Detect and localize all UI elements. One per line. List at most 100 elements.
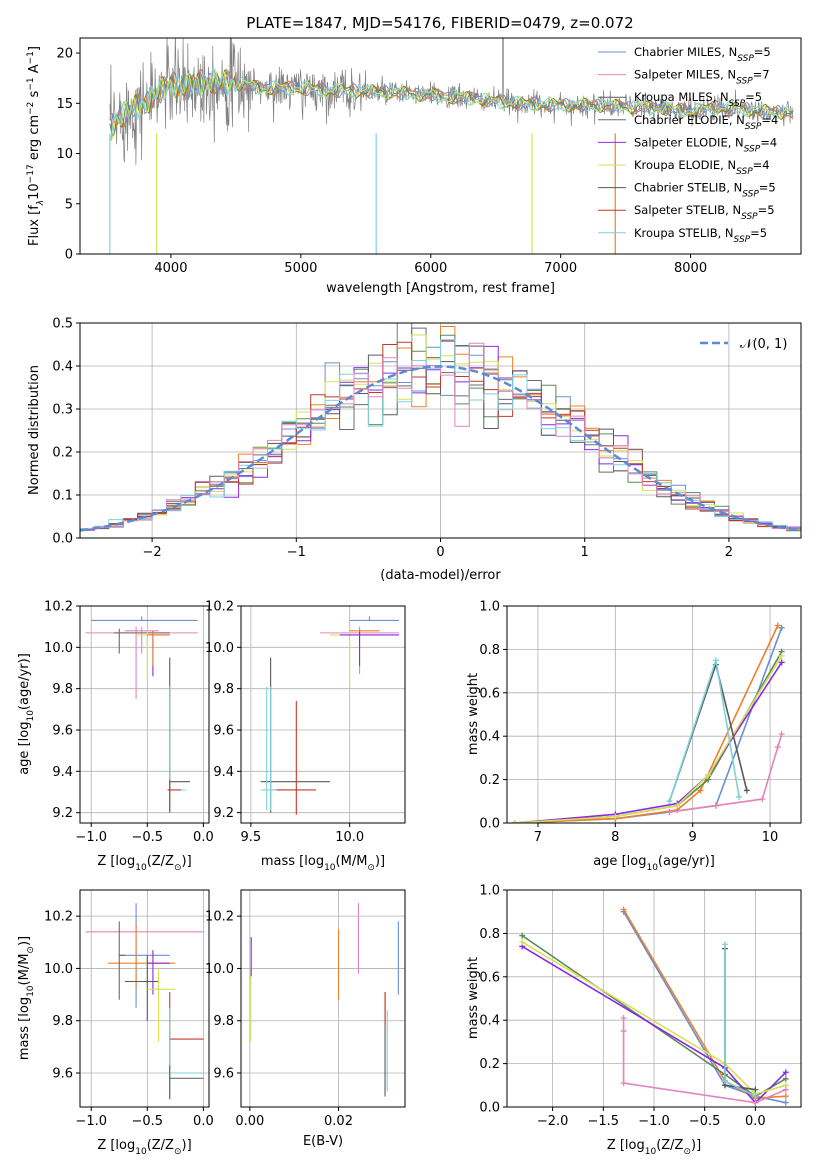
mass-weight-age-marker <box>511 820 518 823</box>
mass-weight-vs-age-panel: 7 8 9 10 0.0 0.2 0.4 0.6 0.8 1.0 age [log10(age/yr… <box>466 600 802 873</box>
mass-weight-age-line <box>514 661 783 823</box>
y-tick-label: 0.2 <box>479 773 500 788</box>
y-tick-label: 9.8 <box>213 1014 234 1029</box>
x-tick-label: −1.0 <box>75 1114 107 1129</box>
mass-weight-age-line <box>514 655 783 823</box>
mass-weight-age-marker <box>743 787 750 794</box>
x-tick-label: −1 <box>287 545 306 560</box>
y-tick-label: 10.0 <box>205 641 234 656</box>
mass-weight-z-marker <box>782 1069 789 1076</box>
mass-weight-age-marker <box>612 813 619 820</box>
plot-area <box>85 903 204 1100</box>
y-tick-label: 9.4 <box>213 765 234 780</box>
y-tick-label: 0.8 <box>479 927 500 942</box>
mass-weight-age-marker <box>712 802 719 809</box>
x-tick-label: 5000 <box>284 261 317 276</box>
axes-frame <box>240 889 406 1108</box>
y-tick-label: 0.4 <box>52 360 73 375</box>
y-tick-label: 0.0 <box>52 532 73 547</box>
legend-label: Chabrier MILES, NSSP=5 <box>634 45 771 64</box>
y-tick-label: 0 <box>65 248 73 263</box>
x-tick-label: −1.0 <box>638 1114 670 1129</box>
plot-area <box>519 906 789 1106</box>
mass-weight-z-marker <box>752 1086 759 1093</box>
spectrum-model-line <box>109 69 794 141</box>
normal-curve <box>80 365 801 532</box>
y-tick-label: 0.2 <box>52 446 73 461</box>
x-tick-label: 4000 <box>154 261 187 276</box>
mass-weight-age-marker <box>778 652 785 659</box>
y-tick-label: 9.2 <box>52 806 73 821</box>
x-tick-label: 2 <box>725 545 733 560</box>
y-tick-label: 9.6 <box>52 1067 73 1082</box>
x-tick-label: 9.5 <box>241 830 262 845</box>
age-vs-mass-panel: 9.5 10.0 9.2 9.4 9.6 9.8 10.0 10.2 mass [log10(M… <box>205 600 406 873</box>
y-tick-label: 1.0 <box>479 600 500 615</box>
mass-weight-age-marker <box>666 798 673 805</box>
y-tick-label: 0.0 <box>479 817 500 832</box>
mass-weight-age-marker <box>697 787 704 794</box>
x-tick-label: 10 <box>762 830 779 845</box>
y-tick-label: 5 <box>65 197 73 212</box>
x-tick-label: −0.5 <box>689 1114 721 1129</box>
mass-weight-z-marker <box>620 1028 627 1035</box>
y-axis-label: mass weight <box>466 673 481 755</box>
y-axis-label: Flux [fλ10−17 erg cm−2 s−1 A−1] <box>26 46 46 246</box>
x-tick-label: 8000 <box>674 261 707 276</box>
legend-label: Chabrier STELIB, NSSP=5 <box>634 181 776 200</box>
y-tick-label: 9.6 <box>213 1067 234 1082</box>
mass-weight-z-line <box>622 911 786 1104</box>
y-tick-label: 9.6 <box>213 724 234 739</box>
x-axis-label: wavelength [Angstrom, rest frame] <box>326 281 555 296</box>
plot-area <box>80 323 801 532</box>
axes-frame <box>79 605 210 824</box>
y-tick-label: 0.6 <box>479 686 500 701</box>
mass-weight-z-line <box>622 909 786 1100</box>
y-tick-label: 9.4 <box>52 765 73 780</box>
x-tick-label: 7 <box>534 830 542 845</box>
legend-label: Chabrier ELODIE, NSSP=4 <box>634 113 778 132</box>
x-tick-label: 7000 <box>544 261 577 276</box>
y-tick-label: 10.0 <box>205 962 234 977</box>
mass-weight-z-marker <box>782 1093 789 1100</box>
legend-label: 𝒩(0, 1) <box>740 337 787 352</box>
x-axis-label: (data-model)/error <box>380 568 501 583</box>
plot-area <box>511 622 785 823</box>
y-tick-label: 9.2 <box>213 806 234 821</box>
mass-weight-z-marker <box>620 1015 627 1022</box>
mass-weight-age-marker <box>778 624 785 631</box>
spectrum-model-line <box>109 69 794 137</box>
mass-weight-age-marker <box>774 744 781 751</box>
mass-weight-age-marker <box>705 772 712 779</box>
x-axis-label: E(B-V) <box>303 1134 343 1149</box>
y-axis-label: mass [log10(M/M⊙)] <box>17 936 36 1060</box>
y-tick-label: 0.5 <box>52 317 73 332</box>
x-axis-label: mass [log10(M/M⊙)] <box>261 854 385 873</box>
spectrum-model-line <box>109 67 794 142</box>
y-tick-label: 10.2 <box>44 600 73 615</box>
x-tick-label: 1 <box>581 545 589 560</box>
x-tick-label: −0.5 <box>132 830 164 845</box>
y-tick-label: 10.2 <box>205 910 234 925</box>
mass-weight-z-marker <box>620 906 627 913</box>
mass-weight-z-marker <box>519 939 526 946</box>
mass-vs-ebv-panel: 0.00 0.02 9.6 9.8 10.0 10.2 E(B-V) <box>205 889 406 1149</box>
legend-label: Kroupa STELIB, NSSP=5 <box>634 226 767 245</box>
plot-area <box>109 38 794 254</box>
mass-weight-z-marker <box>721 1077 728 1084</box>
mass-weight-age-marker <box>712 657 719 664</box>
x-axis-label: Z [log10(Z/Z⊙)] <box>607 1138 701 1157</box>
x-tick-label: 0.0 <box>193 830 214 845</box>
mass-weight-z-marker <box>782 1099 789 1106</box>
legend-label: Salpeter MILES, NSSP=7 <box>634 68 770 87</box>
mass-weight-age-marker <box>666 809 673 816</box>
mass-weight-z-marker <box>752 1093 759 1100</box>
x-tick-label: −2 <box>143 545 162 560</box>
y-tick-label: 9.8 <box>52 682 73 697</box>
legend-label: Kroupa MILES, NSSP=5 <box>634 90 762 109</box>
y-axis-label: age [log10(age/yr)] <box>17 653 36 775</box>
y-tick-label: 15 <box>56 97 73 112</box>
figure-title: PLATE=1847, MJD=54176, FIBERID=0479, z=0… <box>246 14 633 32</box>
mass-weight-age-marker <box>759 796 766 803</box>
